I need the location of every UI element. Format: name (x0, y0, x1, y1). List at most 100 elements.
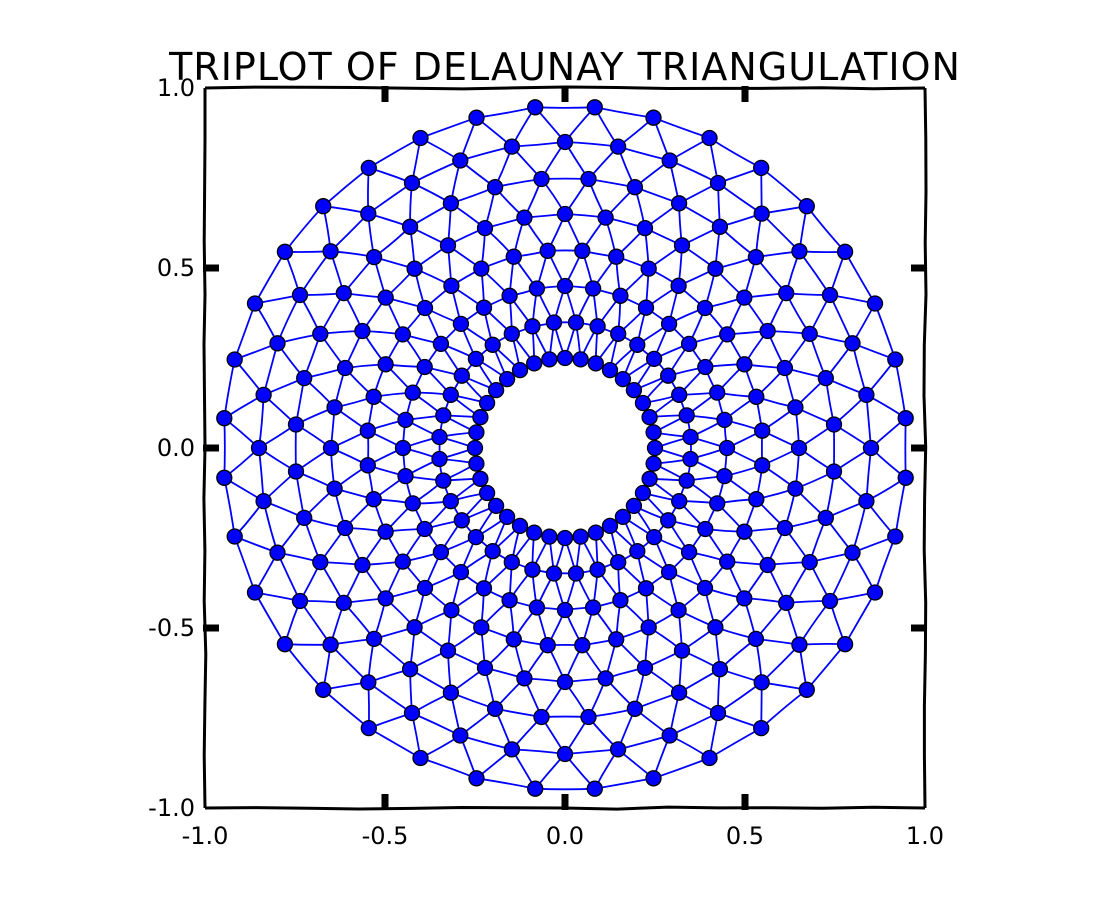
y-tick-label: -1.0 (148, 794, 195, 822)
data-point (541, 528, 558, 545)
data-point (556, 745, 574, 763)
data-point (403, 174, 421, 192)
data-point (276, 243, 294, 260)
data-point (736, 590, 753, 607)
data-point (498, 370, 516, 388)
data-point (533, 708, 550, 726)
x-tick-label: 0.0 (546, 822, 584, 850)
y-tick-label: 1.0 (157, 74, 195, 102)
data-point (452, 315, 470, 333)
data-point (821, 286, 839, 304)
data-point (844, 544, 861, 561)
data-point (584, 280, 602, 297)
data-point (736, 523, 753, 540)
data-point (556, 673, 574, 691)
data-point (574, 637, 591, 654)
data-point (412, 749, 429, 767)
data-point (634, 394, 652, 412)
data-point (377, 523, 394, 540)
data-point (516, 209, 533, 226)
data-point (678, 407, 695, 424)
data-point (759, 322, 776, 340)
data-point (291, 286, 309, 304)
data-point (572, 528, 589, 545)
data-point (645, 770, 662, 787)
data-point (478, 484, 496, 502)
data-point (637, 299, 655, 316)
data-point (354, 322, 371, 340)
data-point (326, 399, 343, 416)
data-point (887, 528, 904, 545)
data-point (287, 416, 305, 433)
data-point (404, 495, 421, 512)
data-point (484, 543, 501, 560)
chart-title: TRIPLOT OF DELAUNAY TRIANGULATION (168, 45, 961, 89)
data-point (503, 554, 520, 571)
data-point (716, 467, 733, 485)
data-point (580, 708, 597, 726)
data-point (634, 484, 652, 502)
y-tick-label: 0.5 (157, 254, 195, 282)
data-point (753, 674, 770, 691)
data-point (467, 528, 485, 546)
data-point (516, 670, 533, 687)
data-point (377, 289, 394, 306)
data-point (541, 351, 558, 368)
data-point (801, 325, 818, 343)
data-point (365, 630, 383, 648)
data-point (825, 416, 843, 433)
data-point (406, 619, 423, 636)
data-point (640, 619, 657, 636)
data-point (866, 295, 884, 312)
data-point (335, 594, 352, 612)
data-point (394, 553, 411, 570)
data-point (589, 561, 606, 578)
data-point (609, 741, 627, 758)
data-point (476, 659, 494, 677)
data-point (442, 684, 460, 701)
data-point (545, 565, 563, 582)
data-point (412, 129, 429, 147)
data-point (587, 355, 604, 372)
data-point (660, 367, 677, 384)
data-point (487, 497, 505, 515)
data-point (597, 209, 614, 226)
data-point (736, 356, 753, 373)
data-point (269, 335, 286, 352)
data-point (646, 439, 664, 457)
data-point (587, 524, 604, 541)
data-point (682, 450, 699, 468)
data-point (503, 325, 520, 342)
data-point (226, 351, 243, 368)
data-point (505, 631, 522, 648)
data-point (790, 439, 808, 457)
data-point (707, 619, 724, 636)
data-point (787, 399, 804, 416)
data-point (360, 205, 377, 222)
data-point (377, 590, 394, 607)
data-point (404, 384, 421, 401)
data-point (636, 219, 654, 237)
data-point (503, 741, 521, 758)
data-point (276, 636, 294, 653)
data-point (216, 410, 233, 427)
data-point (798, 198, 815, 215)
data-point (226, 528, 243, 545)
data-point (836, 636, 854, 653)
data-point (527, 780, 544, 797)
data-point (670, 277, 687, 294)
data-point (505, 248, 522, 265)
data-point (753, 159, 770, 177)
data-point (473, 260, 490, 277)
data-point (597, 670, 614, 687)
data-point (612, 287, 629, 304)
data-point (452, 563, 470, 581)
data-point (711, 218, 729, 235)
triangulation-edge (535, 787, 595, 791)
data-point (862, 439, 880, 457)
data-point (315, 681, 332, 698)
data-point (670, 602, 687, 619)
data-point (572, 351, 589, 368)
data-point (443, 602, 460, 619)
